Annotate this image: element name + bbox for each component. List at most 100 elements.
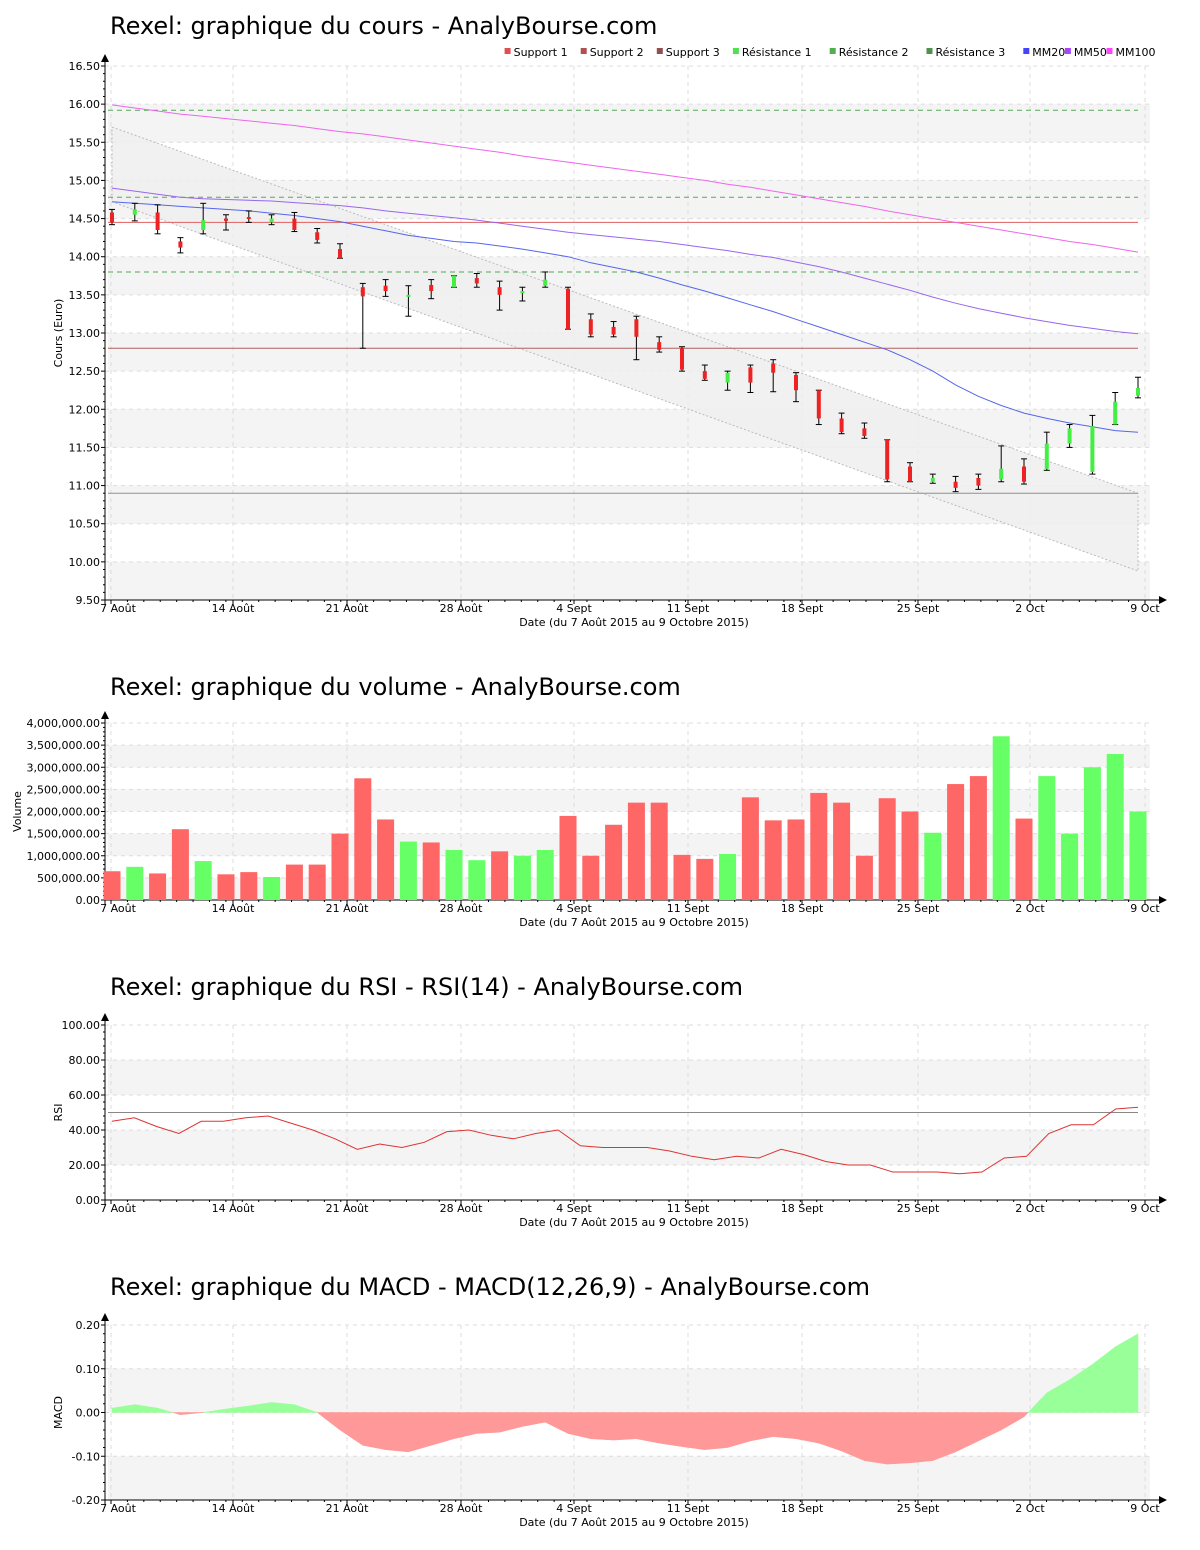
macd-area (772, 1412, 797, 1440)
volume-bar (1106, 753, 1124, 900)
candle (132, 209, 137, 215)
x-tick-label: 7 Août (100, 1502, 137, 1515)
candle (999, 468, 1004, 480)
candle (566, 288, 570, 330)
volume-bar (285, 864, 303, 900)
macd-area (636, 1412, 660, 1444)
x-tick-label: 25 Sept (897, 602, 940, 615)
legend-swatch (504, 48, 511, 54)
y-tick-label: 10.00 (69, 556, 101, 569)
y-tick-label: 15.50 (69, 136, 101, 149)
candle (1136, 387, 1140, 396)
macd-area (408, 1412, 432, 1453)
y-tick-label: 80.00 (69, 1054, 101, 1067)
candle (360, 287, 365, 297)
candle (908, 466, 912, 482)
volume-bar (377, 819, 395, 900)
macd-area (681, 1412, 706, 1450)
volume-bar (240, 872, 258, 900)
volume-bar (969, 776, 987, 900)
candle (474, 278, 479, 284)
y-tick-label: 11.50 (69, 441, 101, 454)
candle (155, 212, 160, 231)
y-tick-label: 1,500,000.00 (27, 828, 100, 841)
macd-area (978, 1412, 1002, 1442)
candle (657, 342, 662, 350)
candle (816, 390, 821, 419)
candle (771, 363, 776, 373)
volume-bar (1038, 776, 1056, 900)
volume-bar (855, 855, 873, 900)
candle (794, 374, 798, 391)
volume-bar (263, 876, 281, 900)
volume-bar (468, 860, 486, 900)
candle (110, 212, 114, 223)
candle (246, 217, 251, 220)
volume-bar (764, 820, 782, 900)
volume-bar (947, 784, 965, 900)
x-tick-label: 14 Août (212, 1202, 256, 1215)
candle (520, 291, 525, 294)
volume-bar (559, 815, 577, 900)
y-tick-label: 0.10 (76, 1363, 101, 1376)
y-tick-label: 13.00 (69, 327, 101, 340)
x-axis-arrow (1159, 896, 1167, 904)
x-tick-label: 2 Oct (1015, 902, 1045, 915)
y-tick-label: 3,000,000.00 (27, 761, 100, 774)
band (108, 256, 1150, 295)
band (108, 561, 1150, 600)
x-tick-label: 9 Oct (1130, 902, 1160, 915)
candle (338, 249, 342, 259)
x-tick-label: 9 Oct (1130, 602, 1160, 615)
volume-bar (810, 792, 828, 900)
x-axis-arrow (1159, 1496, 1167, 1504)
candle (543, 279, 548, 286)
volume-bar (149, 873, 167, 900)
legend-item: Résistance 1 (742, 46, 812, 59)
macd-area (544, 1412, 569, 1434)
candle (885, 439, 890, 480)
y-tick-label: 500,000.00 (37, 872, 100, 885)
x-tick-label: 14 Août (212, 602, 256, 615)
x-tick-label: 2 Oct (1015, 1502, 1045, 1515)
y-tick-label: 3,500,000.00 (27, 739, 100, 752)
y-tick-label: 16.50 (69, 60, 101, 73)
macd-area (172, 1412, 181, 1416)
candle (201, 220, 206, 231)
candle (1067, 428, 1072, 444)
y-axis-label: MACD (52, 1396, 65, 1429)
candle (953, 481, 958, 488)
y-tick-label: 0.20 (76, 1319, 101, 1332)
candle (269, 218, 274, 223)
macd-area (180, 1412, 204, 1415)
x-tick-label: 18 Sept (781, 902, 824, 915)
candle (725, 372, 730, 383)
volume-bar (605, 824, 623, 900)
volume-bar (582, 855, 600, 900)
candle (497, 287, 502, 295)
macd-area (294, 1404, 318, 1413)
macd-area (499, 1412, 523, 1433)
y-tick-label: 12.00 (69, 403, 101, 416)
macd-area (157, 1407, 173, 1413)
volume-bar (194, 861, 212, 900)
macd-area (704, 1412, 728, 1450)
volume-bar (491, 851, 509, 900)
volume-bar (1129, 811, 1147, 900)
volume-bar (992, 736, 1010, 900)
volume-bar (696, 858, 714, 900)
y-axis-arrow (101, 54, 109, 62)
y-tick-label: 14.00 (69, 251, 101, 264)
x-tick-label: 7 Août (100, 1202, 137, 1215)
x-tick-label: 21 Août (326, 1502, 370, 1515)
x-tick-label: 18 Sept (781, 602, 824, 615)
x-tick-label: 14 Août (212, 902, 256, 915)
candle (634, 319, 639, 337)
candle (976, 477, 981, 486)
x-tick-label: 4 Sept (556, 602, 592, 615)
legend-swatch (1023, 48, 1030, 54)
chart-title: Rexel: graphique du RSI - RSI(14) - Anal… (110, 973, 743, 1001)
macd-area (522, 1412, 546, 1427)
macd-area (795, 1412, 820, 1444)
y-tick-label: 2,500,000.00 (27, 783, 100, 796)
